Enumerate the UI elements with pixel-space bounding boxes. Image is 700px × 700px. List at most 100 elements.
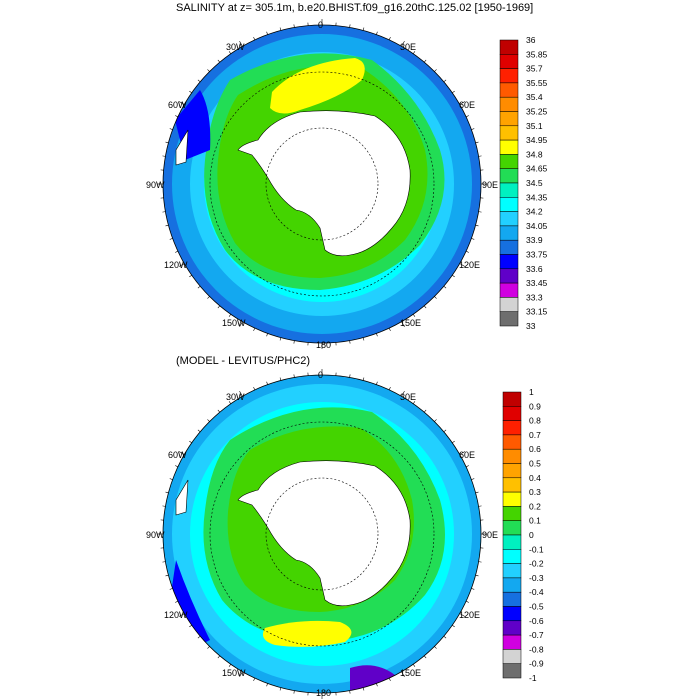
top-colorbar-label: 34.65 (526, 164, 548, 174)
lon-tick (197, 429, 201, 433)
bottom-lon-label-90w: 90W (146, 530, 165, 540)
lon-tick (349, 340, 351, 344)
diff-latitude-circle-inner (265, 477, 379, 591)
top-colorbar-swatch (499, 68, 519, 84)
lon-tick (207, 296, 210, 299)
lon-tick (266, 31, 268, 35)
lon-tick (401, 390, 405, 397)
bottom-colorbar-label: 0.9 (529, 401, 541, 411)
bottom-colorbar-label: 0.2 (529, 501, 541, 511)
bottom-colorbar-swatch (502, 391, 522, 407)
top-colorbar-label: 34.5 (526, 178, 543, 188)
top-lon-label-120w: 120W (164, 260, 188, 270)
lon-tick (279, 337, 282, 341)
lon-tick (452, 274, 455, 278)
top-colorbar-label: 33.9 (526, 235, 543, 245)
bottom-colorbar-label: 0.4 (529, 473, 541, 483)
top-colorbar-label: 33.45 (526, 278, 548, 288)
lon-tick (478, 211, 482, 213)
lon-tick (239, 40, 243, 47)
ross-yellow-patch (262, 620, 352, 647)
bottom-lon-label-120e: 120E (459, 610, 481, 620)
top-colorbar-swatch (499, 125, 519, 141)
latitude-circle-inner (265, 127, 379, 241)
lon-tick (169, 588, 173, 590)
lon-tick (459, 451, 466, 455)
lon-tick (293, 24, 295, 28)
top-colorbar-swatch (499, 225, 519, 241)
top-colorbar-label: 34.95 (526, 135, 548, 145)
lon-tick (197, 79, 201, 83)
top-colorbar-label: 35.25 (526, 107, 548, 117)
bottom-colorbar-label: 0.1 (529, 516, 541, 526)
bottom-colorbar-swatch (502, 549, 522, 564)
top-lon-label-150e: 150E (400, 318, 422, 328)
lon-tick (178, 451, 185, 455)
lon-tick (376, 683, 378, 687)
lon-tick (362, 377, 365, 381)
lon-tick (197, 635, 201, 639)
lon-tick (266, 381, 268, 385)
bottom-map-title: (MODEL - LEVITUS/PHC2) (176, 355, 311, 367)
lon-tick (178, 101, 185, 105)
lon-tick (293, 374, 295, 378)
top-colorbar-swatch (499, 182, 519, 198)
lon-tick (376, 31, 378, 35)
lon-tick (189, 440, 192, 444)
lon-tick (169, 128, 173, 130)
top-colorbar-swatch (499, 268, 519, 284)
bottom-lon-label-60e: 60E (459, 450, 476, 460)
lon-tick (349, 374, 351, 378)
lon-tick (239, 321, 243, 328)
lon-tick (197, 285, 201, 289)
top-colorbar-label: 34.8 (526, 149, 543, 159)
lon-tick (362, 337, 365, 341)
bottom-map-ticks (157, 369, 487, 699)
top-colorbar-label: 35.1 (526, 121, 543, 131)
lon-tick (471, 588, 475, 590)
top-colorbar-swatch (499, 96, 519, 112)
top-lon-label-180: 180 (316, 340, 332, 350)
bottom-colorbar-label: -0.2 (529, 559, 544, 569)
lon-tick (189, 90, 192, 94)
lon-tick (349, 24, 351, 28)
bottom-colorbar-swatch (502, 606, 522, 622)
lon-tick (266, 683, 268, 687)
bottom-colorbar-swatch (502, 577, 522, 593)
lon-tick (475, 491, 479, 494)
salinity-polar-map (157, 19, 487, 349)
latitude-circle-outer (209, 71, 435, 297)
bottom-colorbar-swatch (502, 448, 522, 464)
bottom-colorbar-label: -0.7 (529, 630, 544, 640)
lon-tick (452, 624, 455, 628)
lon-tick (465, 250, 469, 253)
lon-tick (401, 671, 405, 678)
lon-tick (207, 419, 210, 422)
lon-tick (423, 655, 427, 659)
bottom-colorbar-label: 0.5 (529, 459, 541, 469)
lon-tick (165, 224, 169, 227)
lon-tick (239, 671, 243, 678)
lon-tick (362, 687, 365, 691)
top-colorbar-swatch (499, 154, 519, 169)
lon-tick (471, 128, 475, 130)
bottom-colorbar-label: 0 (529, 530, 534, 540)
lon-tick (217, 409, 221, 413)
lon-tick (465, 465, 469, 468)
lon-tick (471, 238, 475, 240)
top-colorbar-label: 36 (526, 35, 536, 45)
bottom-colorbar-swatch (502, 491, 522, 507)
bottom-colorbar-label: -0.8 (529, 644, 544, 654)
diff-antarctica-land (237, 460, 411, 607)
top-lon-label-0: 0 (318, 20, 324, 30)
lon-tick (443, 79, 447, 83)
bottom-colorbar-label: 0.3 (529, 487, 541, 497)
diff-west-blue (170, 560, 210, 650)
bottom-lon-label-120w: 120W (164, 610, 188, 620)
lon-tick (266, 333, 268, 337)
lon-tick (434, 646, 437, 649)
bottom-colorbar-label: -0.4 (529, 587, 544, 597)
bottom-colorbar-swatch (502, 534, 522, 550)
top-colorbar-label: 34.2 (526, 207, 543, 217)
